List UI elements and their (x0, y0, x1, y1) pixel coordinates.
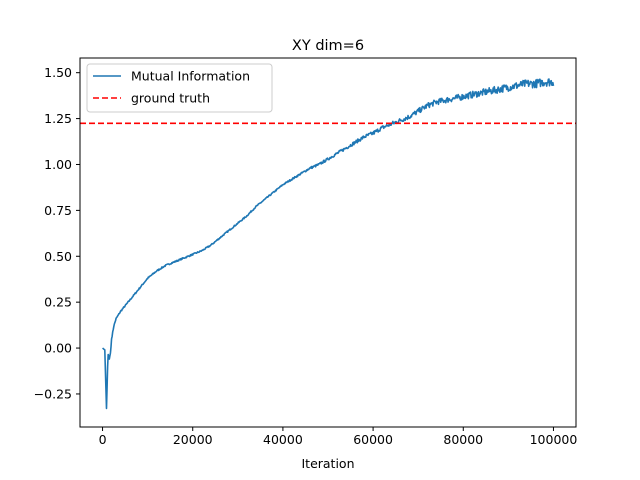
x-tick-label: 100000 (530, 432, 578, 447)
legend-frame (86, 63, 273, 113)
y-tick-label: 0.50 (44, 249, 72, 264)
axes-frame (79, 57, 577, 428)
y-tick-label: 1.50 (44, 65, 72, 80)
y-tick-label: 1.25 (44, 111, 72, 126)
axes: 0 20000 40000 60000 80000 100000 −0.25 0.00 0.25… (34, 57, 578, 447)
x-axis-label: Iteration (301, 456, 354, 471)
chart-title: XY dim=6 (292, 38, 364, 54)
series-line-mutual-information (102, 78, 555, 410)
x-tick-label: 40000 (263, 432, 303, 447)
x-tick-label: 60000 (353, 432, 393, 447)
y-tick-label: −0.25 (34, 386, 72, 401)
plot-area (80, 78, 576, 410)
legend-label-mutual-information: Mutual Information (131, 69, 250, 84)
y-tick-label: 0.25 (44, 295, 72, 310)
y-tick-label: 1.00 (44, 157, 72, 172)
y-tick-label: 0.00 (44, 341, 72, 356)
x-tick-label: 80000 (443, 432, 483, 447)
legend-label-ground-truth: ground truth (131, 91, 210, 106)
x-tick-label: 0 (99, 432, 107, 447)
x-tick-label: 20000 (173, 432, 213, 447)
y-tick-label: 0.75 (44, 203, 72, 218)
legend: Mutual Information ground truth (86, 63, 273, 113)
